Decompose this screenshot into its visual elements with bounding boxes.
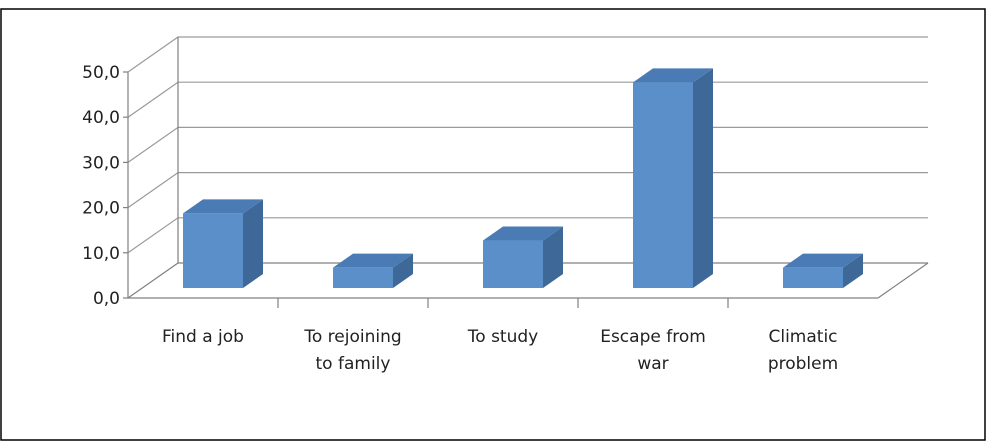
bars [183, 68, 863, 288]
bar [183, 199, 263, 288]
bar-top [483, 226, 563, 241]
gridline [127, 36, 928, 73]
bar-front [783, 267, 843, 288]
y-tick-label: 0,0 [93, 289, 120, 309]
bar-side [243, 199, 263, 288]
bar-front [333, 267, 393, 288]
x-tick-label: To study [467, 327, 538, 347]
bar [783, 253, 863, 288]
bar-top [783, 253, 863, 268]
y-tick-label: 20,0 [82, 199, 120, 219]
bar-top [633, 68, 713, 83]
y-tick-label: 30,0 [82, 153, 120, 173]
gridline [127, 81, 928, 118]
bar-front [633, 82, 693, 288]
bar [633, 68, 713, 288]
bar-side [693, 68, 713, 288]
bar-front [183, 213, 243, 288]
y-tick-label: 50,0 [82, 63, 120, 83]
x-tick-label: Escape from war [600, 327, 706, 374]
chart-border [0, 8, 986, 441]
axes [123, 37, 929, 308]
gridline [127, 126, 928, 163]
x-tick-label: Climatic problem [768, 327, 838, 374]
y-tick-label: 40,0 [82, 108, 120, 128]
x-tick-label: To rejoining to family [303, 327, 401, 374]
bar-front [483, 240, 543, 288]
bar [483, 226, 563, 288]
bar-top [333, 253, 413, 268]
bar-side [543, 226, 563, 288]
floor-edge [877, 262, 929, 299]
bar [333, 253, 413, 288]
bar-top [183, 199, 263, 214]
x-tick-labels: Find a job To rejoining to family To study E… [162, 327, 838, 374]
bar-side [843, 253, 863, 288]
y-tick-label: 10,0 [82, 244, 120, 264]
y-tick-labels: 0,0 10,0 20,0 30,0 40,0 50,0 [82, 63, 120, 309]
x-tick-label: Find a job [162, 327, 244, 347]
bar-side [393, 253, 413, 288]
